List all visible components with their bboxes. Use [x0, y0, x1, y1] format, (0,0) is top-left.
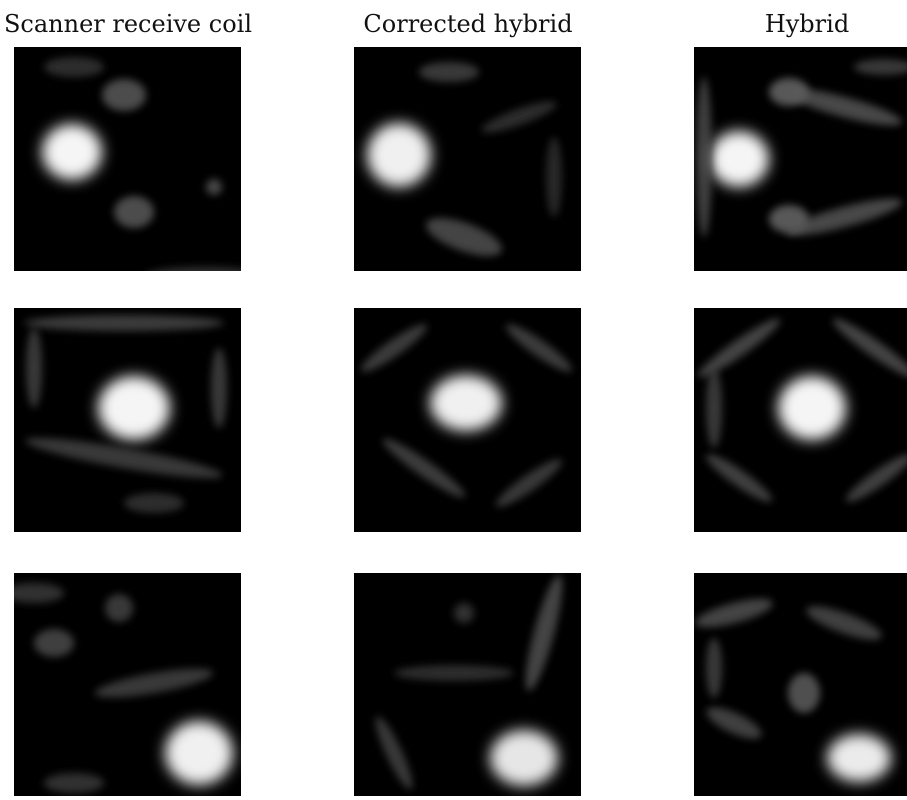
column-title: Hybrid [765, 10, 849, 38]
intensity-blob [206, 179, 222, 195]
intensity-blob [546, 137, 562, 217]
intensity-blob [102, 79, 146, 111]
column-title: Corrected hybrid [363, 10, 572, 38]
intensity-blob [165, 721, 233, 785]
intensity-blob [34, 629, 74, 657]
image-panel [4, 573, 241, 796]
intensity-blob [394, 665, 514, 681]
intensity-blob [788, 673, 820, 713]
intensity-blob [144, 267, 264, 287]
intensity-blob [124, 493, 184, 513]
intensity-blob [696, 77, 712, 237]
intensity-blob [706, 368, 722, 448]
intensity-blob [24, 315, 224, 331]
intensity-blob [778, 376, 846, 440]
intensity-blob [706, 638, 722, 698]
intensity-blob [419, 62, 479, 82]
intensity-blob [98, 376, 170, 440]
intensity-blob [44, 57, 104, 77]
intensity-blob [367, 123, 431, 187]
image-panel [354, 308, 581, 532]
image-panel [693, 308, 907, 532]
image-panel [14, 308, 241, 532]
intensity-blob [430, 375, 502, 431]
image-panel [693, 573, 907, 796]
intensity-blob [4, 583, 64, 603]
image-panel [354, 47, 581, 271]
intensity-blob [211, 348, 227, 428]
intensity-blob [709, 131, 769, 187]
intensity-blob [44, 773, 104, 793]
intensity-blob [490, 730, 558, 786]
intensity-blob [827, 734, 891, 782]
intensity-blob [105, 594, 133, 622]
image-panel [354, 572, 581, 796]
intensity-blob [26, 328, 42, 408]
page: Scanner receive coil Corrected hybrid Hy… [0, 0, 907, 796]
column-title: Scanner receive coil [4, 10, 252, 38]
intensity-blob [42, 124, 102, 180]
intensity-blob [114, 196, 154, 228]
image-panel [694, 47, 907, 271]
image-panel [14, 47, 264, 287]
figure: Scanner receive coil Corrected hybrid Hy… [0, 0, 907, 796]
intensity-blob [454, 603, 474, 623]
